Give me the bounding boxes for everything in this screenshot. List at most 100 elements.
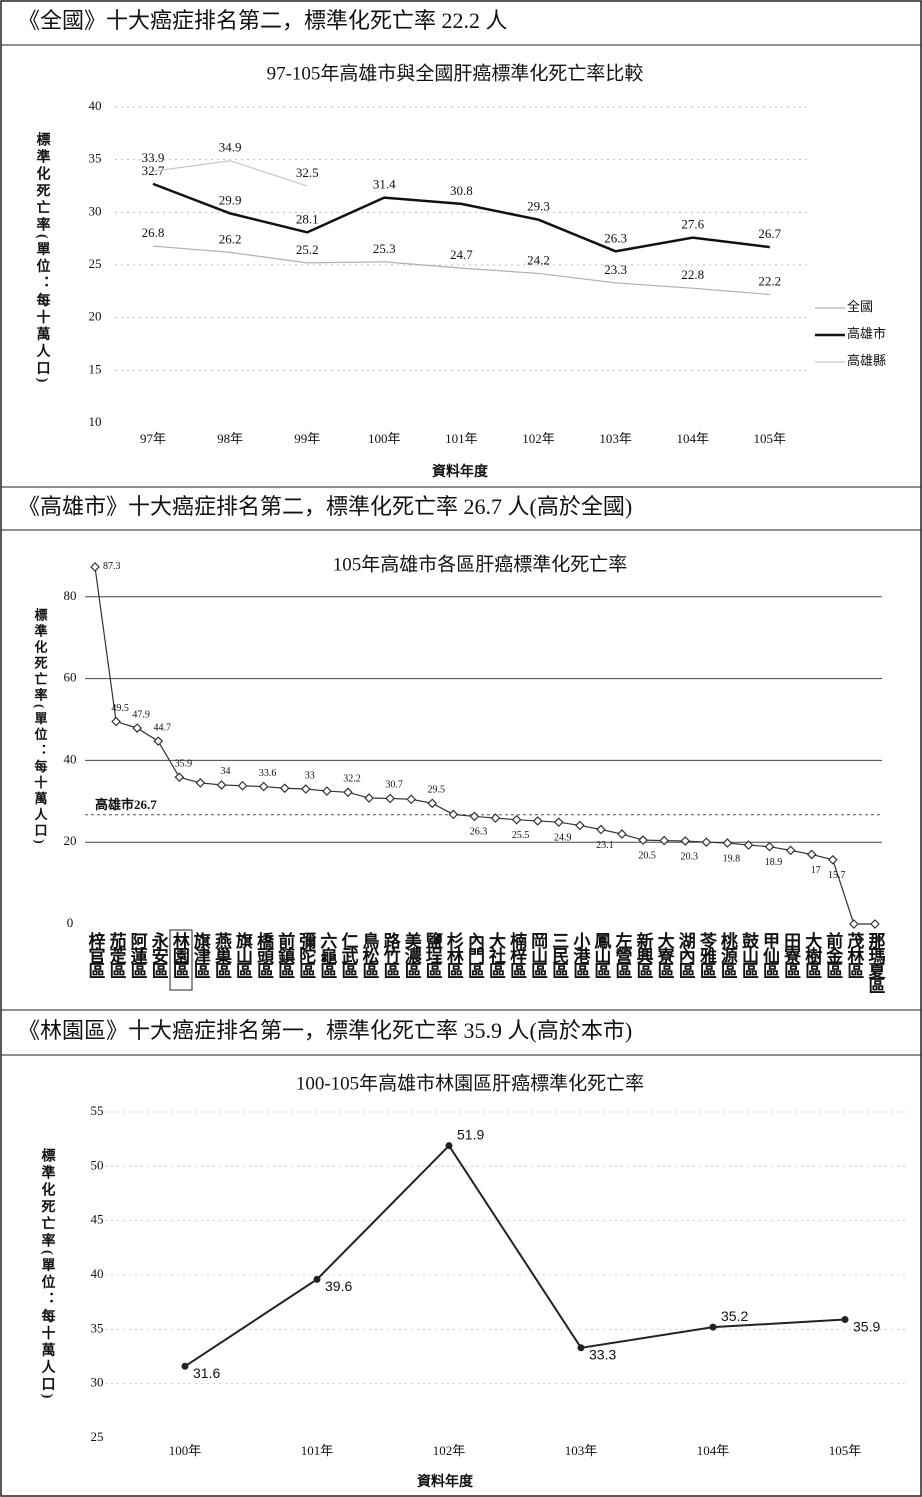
marker bbox=[553, 817, 564, 828]
data-label: 20.3 bbox=[680, 851, 698, 862]
marker bbox=[174, 772, 185, 783]
data-label: 29.5 bbox=[428, 785, 446, 796]
x-tick-label: 100年 bbox=[169, 1443, 202, 1458]
x-tick-label: 新興區 bbox=[634, 931, 654, 979]
chart-title: 97-105年高雄市與全國肝癌標準化死亡率比較 bbox=[267, 62, 644, 84]
x-tick-label: 大社區 bbox=[486, 931, 507, 979]
x-tick-label: 田寮區 bbox=[781, 932, 802, 979]
data-label: 33.3 bbox=[589, 1347, 616, 1363]
marker bbox=[406, 794, 417, 805]
x-tick-label: 三民區 bbox=[549, 932, 569, 979]
marker bbox=[343, 787, 353, 798]
marker bbox=[427, 798, 438, 809]
y-tick-label: 0 bbox=[67, 915, 74, 930]
x-tick-label: 105年 bbox=[829, 1443, 862, 1458]
data-label: 22.8 bbox=[681, 267, 704, 282]
marker bbox=[511, 814, 522, 825]
x-tick-label: 前鎮區 bbox=[275, 931, 295, 979]
data-label: 24.2 bbox=[527, 252, 550, 267]
y-axis-label: 標準化死亡率(單位：每十萬人口) bbox=[40, 1147, 57, 1401]
x-tick-label: 那瑪夏區 bbox=[865, 932, 885, 994]
x-tick-label: 彌陀區 bbox=[296, 932, 316, 979]
marker bbox=[111, 716, 121, 727]
x-tick-label: 小港區 bbox=[570, 932, 590, 979]
data-label: 32.2 bbox=[343, 774, 361, 785]
data-label: 31.6 bbox=[193, 1365, 220, 1381]
y-axis-label: 標準化死亡率(單位：每十萬人口) bbox=[35, 131, 52, 385]
marker bbox=[90, 562, 100, 572]
data-label: 29.3 bbox=[527, 199, 550, 214]
marker bbox=[785, 845, 796, 856]
x-tick-label: 大寮區 bbox=[655, 931, 676, 979]
x-tick-label: 100年 bbox=[368, 431, 401, 446]
data-label: 15.7 bbox=[828, 870, 846, 881]
marker bbox=[237, 780, 248, 791]
chart-title: 100-105年高雄市林園區肝癌標準化死亡率 bbox=[296, 1072, 644, 1094]
marker bbox=[870, 919, 880, 929]
line bbox=[94, 566, 875, 925]
data-label: 32.7 bbox=[142, 163, 165, 178]
marker bbox=[258, 781, 269, 792]
x-tick-label: 林園區 bbox=[170, 931, 190, 979]
x-tick-label: 岡山區 bbox=[528, 932, 547, 979]
x-tick-label: 六龜區 bbox=[317, 931, 337, 979]
data-label: 0 bbox=[876, 934, 881, 945]
heading: 《林園區》十大癌症排名第一，標準化死亡率 35.9 人(高於本市) bbox=[18, 1018, 632, 1043]
x-tick-label: 甲仙區 bbox=[760, 932, 780, 979]
data-label: 24.7 bbox=[450, 247, 473, 262]
y-tick-label: 35 bbox=[91, 1320, 104, 1335]
x-tick-label: 101年 bbox=[301, 1443, 334, 1458]
line bbox=[152, 245, 770, 296]
marker bbox=[827, 854, 838, 865]
marker bbox=[322, 786, 332, 796]
marker bbox=[532, 816, 543, 826]
data-label: 29.9 bbox=[219, 192, 242, 207]
marker bbox=[469, 811, 480, 822]
x-tick-label: 杉林區 bbox=[444, 931, 464, 979]
y-tick-label: 35 bbox=[89, 151, 102, 166]
data-label: 25.3 bbox=[373, 241, 396, 256]
data-label: 87.3 bbox=[103, 561, 121, 572]
y-tick-label: 10 bbox=[89, 414, 102, 429]
data-label: 47.9 bbox=[132, 709, 150, 720]
data-label: 27.6 bbox=[681, 217, 704, 232]
marker bbox=[806, 849, 817, 860]
data-label: 26.7 bbox=[758, 226, 781, 241]
data-label: 33.9 bbox=[142, 150, 165, 165]
data-label: 30.7 bbox=[385, 780, 403, 791]
marker bbox=[764, 841, 775, 852]
marker bbox=[216, 780, 227, 790]
marker bbox=[638, 835, 648, 846]
y-tick-label: 30 bbox=[89, 203, 102, 218]
x-tick-label: 105年 bbox=[754, 431, 787, 446]
data-label: 39.6 bbox=[325, 1278, 352, 1294]
data-label: 35.9 bbox=[175, 758, 193, 769]
y-tick-label: 20 bbox=[89, 309, 102, 324]
marker bbox=[300, 784, 311, 794]
marker bbox=[574, 820, 585, 831]
x-tick-label: 茄萣區 bbox=[107, 931, 128, 979]
marker bbox=[195, 778, 206, 788]
y-tick-label: 40 bbox=[91, 1266, 104, 1281]
marker bbox=[577, 1344, 585, 1352]
y-tick-label: 30 bbox=[91, 1375, 104, 1390]
y-tick-label: 80 bbox=[64, 588, 77, 603]
y-tick-label: 15 bbox=[89, 361, 102, 376]
data-label: 18.9 bbox=[765, 857, 783, 868]
legend-label: 全國 bbox=[847, 299, 873, 314]
data-label: 25.5 bbox=[512, 830, 530, 841]
x-tick-label: 左營區 bbox=[613, 931, 633, 979]
marker bbox=[743, 840, 754, 850]
data-label: 26.3 bbox=[470, 827, 488, 838]
y-tick-label: 25 bbox=[89, 256, 102, 271]
data-label: 26.2 bbox=[219, 231, 242, 246]
line bbox=[152, 182, 770, 253]
data-label: 33.6 bbox=[259, 768, 277, 779]
y-tick-label: 40 bbox=[64, 751, 77, 766]
marker bbox=[709, 1323, 717, 1331]
x-tick-label: 仁武區 bbox=[338, 931, 358, 979]
marker bbox=[181, 1362, 189, 1370]
marker bbox=[313, 1275, 321, 1283]
line bbox=[184, 1144, 846, 1368]
data-label: 34.9 bbox=[219, 140, 242, 155]
